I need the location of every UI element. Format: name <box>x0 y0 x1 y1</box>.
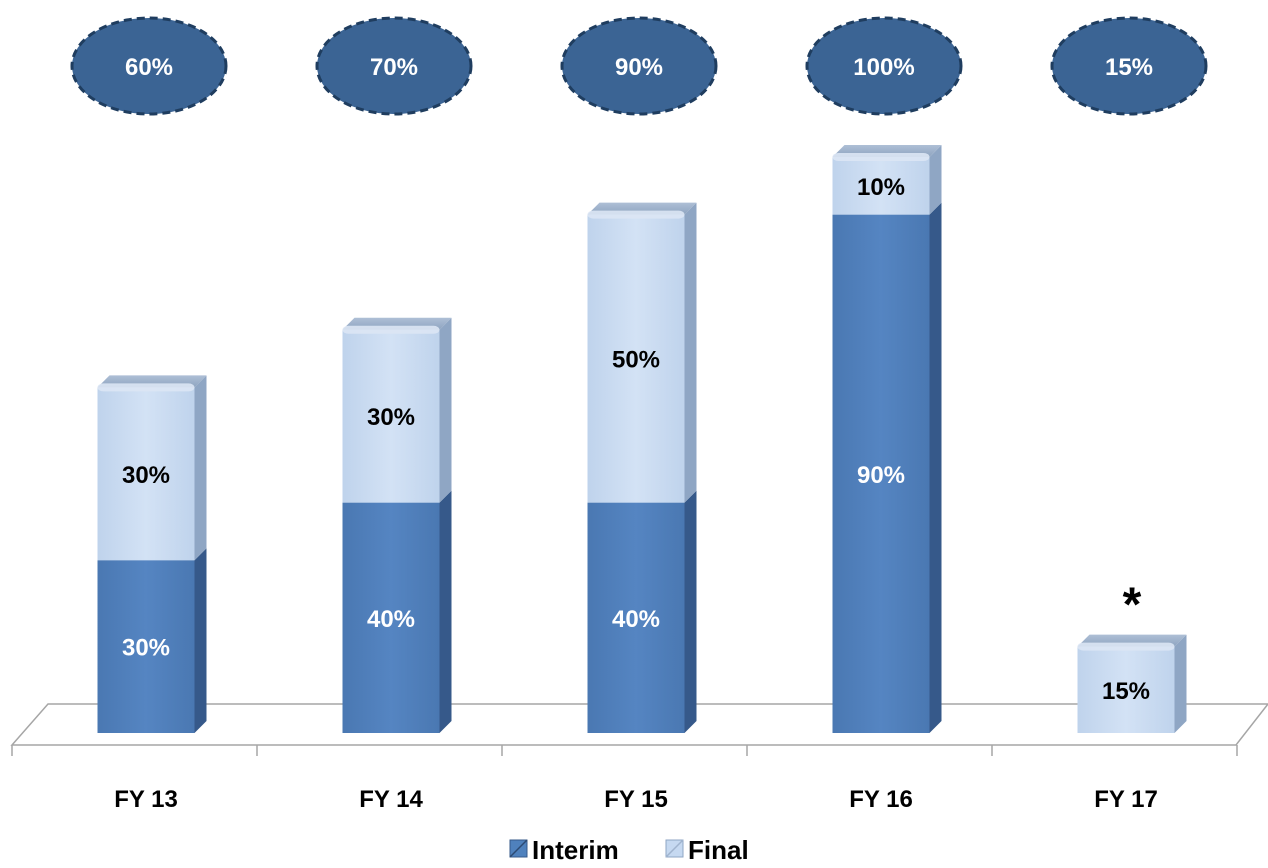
bar-interim-fy13 <box>97 560 195 733</box>
bar-side-final-fy13 <box>194 375 207 561</box>
value-label: 40% <box>612 606 660 633</box>
bar-final-fy17 <box>1077 646 1175 733</box>
bar-side-final-fy15 <box>684 202 697 503</box>
category-label: FY 16 <box>849 786 913 813</box>
bar-side-final-fy16 <box>929 145 942 215</box>
bar-top-rim <box>97 383 195 392</box>
total-label: 100% <box>853 54 914 81</box>
bar-interim-fy14 <box>342 502 440 733</box>
bar-side-final-fy17 <box>1174 634 1187 733</box>
bar-side-interim-fy14 <box>439 490 452 733</box>
bar-final-fy14 <box>342 329 440 503</box>
category-label: FY 14 <box>359 786 423 813</box>
category-label: FY 17 <box>1094 786 1158 813</box>
value-label: 50% <box>612 347 660 374</box>
bar-top-rim <box>1077 642 1175 651</box>
bar-interim-fy16 <box>832 214 930 734</box>
bar-interim-fy15 <box>587 502 685 733</box>
bar-side-final-fy14 <box>439 317 452 503</box>
value-label: 30% <box>122 462 170 489</box>
total-badge <box>560 16 718 116</box>
total-label: 70% <box>370 54 418 81</box>
value-labels: 30% 30% 40% 30% 40% 50% 90% 10% 15% * <box>122 174 1150 705</box>
bars <box>97 145 1187 734</box>
legend: Interim Final <box>509 835 749 865</box>
total-label: 15% <box>1105 54 1153 81</box>
legend-swatch-diagonal <box>665 839 684 858</box>
chart-floor <box>10 703 1268 756</box>
floor-plane <box>10 703 1268 746</box>
bar-top-rim <box>832 153 930 161</box>
value-label: 30% <box>122 635 170 662</box>
category-label: FY 15 <box>604 786 668 813</box>
value-label: 90% <box>857 462 905 489</box>
category-label: FY 13 <box>114 786 178 813</box>
legend-label-interim: Interim <box>532 835 619 863</box>
bar-final-fy15 <box>587 214 685 503</box>
annotation-asterisk: * <box>1123 579 1142 632</box>
legend-swatch-diagonal <box>509 839 528 858</box>
category-labels: FY 13 FY 14 FY 15 FY 16 FY 17 <box>114 786 1158 813</box>
bar-final-fy16 <box>832 157 930 215</box>
total-badges: 60% 70% 90% 100% 15% <box>70 16 1208 116</box>
bar-side-interim-fy16 <box>929 202 942 734</box>
value-label: 30% <box>367 404 415 431</box>
bar-side-interim-fy15 <box>684 490 697 733</box>
value-label: 15% <box>1102 678 1150 705</box>
total-badge <box>70 16 228 116</box>
value-label: 10% <box>857 174 905 201</box>
bar-side-interim-fy13 <box>194 548 207 733</box>
value-label: 40% <box>367 606 415 633</box>
total-label: 90% <box>615 54 663 81</box>
total-label: 60% <box>125 54 173 81</box>
bar-top-rim <box>587 210 685 219</box>
total-badge <box>315 16 473 116</box>
total-badge <box>805 16 963 116</box>
bar-top-rim <box>342 325 440 334</box>
total-badge <box>1050 16 1208 116</box>
legend-label-final: Final <box>688 835 749 863</box>
bar-final-fy13 <box>97 387 195 561</box>
